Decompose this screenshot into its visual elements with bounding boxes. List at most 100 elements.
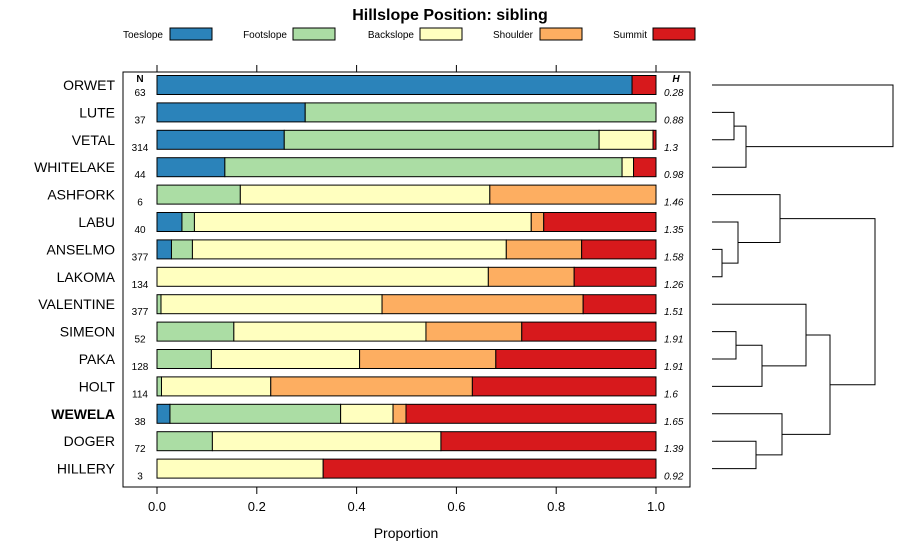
stacked-bars [156, 75, 657, 479]
legend-label-footslope: Footslope [243, 30, 287, 41]
legend-swatch-summit [652, 27, 696, 41]
legend: Toeslope Footslope Backslope Shoulder Summit [123, 27, 696, 41]
bar-anselmo-summit [581, 239, 657, 260]
bar-paka-backslope [210, 349, 361, 369]
n-label-lute: 37 [134, 115, 146, 126]
bar-holt-backslope [160, 376, 272, 397]
bar-lakoma-shoulder [487, 266, 575, 287]
bar-orwet-summit [631, 75, 657, 95]
h-label-labu: 1.35 [664, 225, 684, 236]
bar-wewela-shoulder [392, 403, 407, 424]
x-axis: 0.0 0.2 0.4 0.6 0.8 1.0 [148, 65, 665, 514]
bar-paka-summit [495, 349, 657, 369]
h-labels: H 0.28 0.88 1.3 0.98 1.46 1.35 1.58 1.26 1.51 1.91… [664, 74, 684, 483]
h-label-paka: 1.91 [664, 362, 683, 373]
bar-valentine-summit [582, 294, 657, 315]
row-label-whitelake: WHITELAKE [34, 159, 115, 175]
row-label-ashfork: ASHFORK [47, 187, 115, 203]
dendro-link-labu [712, 221, 739, 264]
bar-wewela-footslope [169, 403, 342, 424]
h-label-simeon: 1.91 [664, 335, 683, 346]
x-axis-label: Proportion [374, 525, 439, 541]
legend-label-summit: Summit [613, 30, 647, 41]
n-label-paka: 128 [132, 362, 149, 373]
bar-wewela-toeslope [156, 403, 171, 424]
dendro-link-anselmo-lakoma [712, 248, 723, 278]
x-tick-label-2: 0.4 [348, 499, 366, 514]
row-labels: ORWET LUTE VETAL WHITELAKE ASHFORK LABU ANSELM… [34, 77, 116, 477]
x-tick-label-1: 0.2 [248, 499, 266, 514]
bar-vetal-summit [652, 129, 657, 150]
x-tick-label-4: 0.8 [547, 499, 565, 514]
bar-simeon-shoulder [425, 321, 523, 342]
bar-holt-shoulder [270, 376, 473, 397]
x-tick-label-3: 0.6 [447, 499, 465, 514]
bar-labu-footslope [181, 212, 195, 232]
h-label-orwet: 0.28 [664, 88, 684, 99]
n-label-anselmo: 377 [132, 252, 149, 263]
bar-valentine-footslope [156, 294, 162, 315]
x-tick-label-0: 0.0 [148, 499, 166, 514]
bar-anselmo-shoulder [505, 239, 583, 260]
bar-holt-footslope [156, 376, 162, 397]
legend-swatch-toeslope [169, 27, 213, 41]
legend-swatch-shoulder [539, 27, 583, 41]
bar-labu-shoulder [530, 212, 545, 232]
n-label-labu: 40 [134, 225, 146, 236]
row-label-simeon: SIMEON [60, 324, 115, 340]
bar-whitelake-toeslope [156, 157, 226, 178]
bar-orwet-toeslope [156, 75, 633, 95]
dendro-link-simeon-paka [712, 331, 737, 360]
n-label-orwet: 63 [134, 88, 146, 99]
dendro-link-whitelake [712, 125, 747, 168]
h-label-vetal: 1.3 [664, 143, 678, 154]
bar-wewela-backslope [340, 403, 394, 424]
n-label-simeon: 52 [134, 335, 146, 346]
plot-frame [122, 71, 691, 488]
h-label-lakoma: 1.26 [664, 280, 684, 291]
bar-simeon-footslope [156, 321, 235, 342]
legend-label-backslope: Backslope [368, 30, 415, 41]
row-label-orwet: ORWET [63, 77, 115, 93]
bar-labu-backslope [193, 212, 532, 232]
bar-anselmo-backslope [191, 239, 507, 260]
legend-label-shoulder: Shoulder [493, 30, 534, 41]
dendro-link-lute-vetal [712, 111, 735, 141]
row-label-wewela: WEWELA [51, 406, 115, 422]
legend-swatch-footslope [292, 27, 336, 41]
row-label-lakoma: LAKOMA [57, 269, 116, 285]
x-tick-label-5: 1.0 [647, 499, 665, 514]
chart-title: Hillslope Position: sibling [352, 7, 548, 24]
h-label-ashfork: 1.46 [664, 198, 684, 209]
h-label-lute: 0.88 [664, 115, 684, 126]
n-column-header: N [136, 74, 143, 85]
bar-hillery-backslope [156, 458, 324, 479]
bar-valentine-backslope [160, 294, 383, 315]
bar-lute-footslope [304, 102, 657, 123]
dendrogram [712, 84, 894, 470]
n-label-wewela: 38 [134, 417, 146, 428]
h-label-hillery: 0.92 [664, 472, 684, 483]
n-label-lakoma: 134 [132, 280, 149, 291]
h-label-doger: 1.39 [664, 444, 684, 455]
bar-ashfork-footslope [156, 184, 241, 205]
bar-paka-shoulder [359, 349, 497, 369]
bar-ashfork-backslope [239, 184, 491, 205]
bar-whitelake-footslope [224, 157, 623, 178]
h-label-whitelake: 0.98 [664, 170, 684, 181]
row-label-lute: LUTE [79, 104, 115, 120]
n-label-whitelake: 44 [134, 170, 146, 181]
dendro-link-holt [712, 344, 763, 387]
row-label-anselmo: ANSELMO [47, 241, 116, 257]
bar-doger-backslope [211, 431, 442, 452]
row-label-paka: PAKA [79, 351, 116, 367]
n-labels: N 63 37 314 44 6 40 377 134 377 52 128 114 38 72 3 [132, 74, 149, 483]
dendro-link-m [780, 218, 876, 386]
row-label-labu: LABU [78, 214, 115, 230]
bar-ashfork-shoulder [489, 184, 657, 205]
h-label-wewela: 1.65 [664, 417, 684, 428]
bar-labu-toeslope [156, 212, 183, 232]
row-label-hillery: HILLERY [57, 461, 116, 477]
bar-whitelake-summit [633, 157, 657, 178]
